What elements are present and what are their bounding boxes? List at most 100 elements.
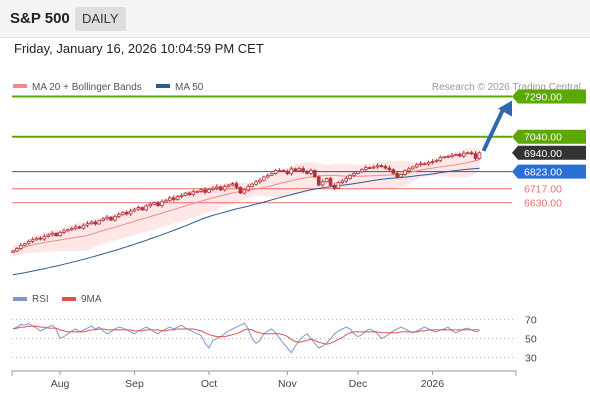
candle xyxy=(320,179,325,187)
candle xyxy=(293,167,298,172)
candle xyxy=(105,214,109,221)
candle xyxy=(148,202,153,208)
level-label-6717.00: 6717.00 xyxy=(524,184,562,196)
candle xyxy=(344,175,348,184)
candles xyxy=(11,150,482,254)
rsi-grid: 70 50 30 xyxy=(12,315,537,365)
candle xyxy=(446,154,450,159)
header-bar: S&P 500 DAILY xyxy=(0,0,590,38)
timestamp: Friday, January 16, 2026 10:04:59 PM CET xyxy=(14,41,264,56)
candle xyxy=(30,237,35,244)
candle xyxy=(411,165,415,170)
svg-text:6823.00: 6823.00 xyxy=(524,167,562,179)
forecast-arrow-head xyxy=(498,100,513,117)
candle xyxy=(375,163,380,169)
candle xyxy=(195,190,200,193)
ma20-legend-swatch xyxy=(13,84,27,88)
candle xyxy=(167,195,172,202)
candle xyxy=(117,212,121,219)
candle xyxy=(356,170,360,175)
candle xyxy=(273,168,278,175)
candle xyxy=(313,169,317,178)
candle xyxy=(70,226,74,232)
svg-text:6717.00: 6717.00 xyxy=(524,184,562,196)
rsi-ma-legend-swatch xyxy=(62,297,76,301)
candle xyxy=(391,168,396,175)
candle xyxy=(438,155,443,163)
candle xyxy=(450,152,454,159)
candle xyxy=(109,216,113,222)
candle xyxy=(430,159,435,165)
candle xyxy=(332,182,337,191)
candle xyxy=(199,188,203,193)
candle xyxy=(465,151,470,155)
candle xyxy=(328,176,333,187)
candle xyxy=(34,236,39,241)
candle xyxy=(140,206,145,211)
candle xyxy=(50,231,54,237)
candle xyxy=(179,193,184,199)
candle xyxy=(211,186,215,192)
candle xyxy=(336,181,341,190)
candle xyxy=(238,186,243,194)
candle xyxy=(19,243,23,251)
candle xyxy=(222,184,227,192)
candle xyxy=(371,165,376,170)
forecast-arrow-shaft xyxy=(481,106,506,152)
level-label-6940.00: 6940.00 xyxy=(512,145,586,160)
rsi-legend-label: RSI xyxy=(32,294,49,305)
candle xyxy=(191,189,196,197)
candle xyxy=(383,164,388,170)
ma50-legend-swatch xyxy=(156,84,170,88)
candle xyxy=(324,177,329,183)
candle xyxy=(262,175,266,182)
candle xyxy=(454,153,458,157)
copyright-text: Research © 2026 Trading Central xyxy=(432,82,581,93)
candle xyxy=(309,168,313,176)
candle xyxy=(477,151,482,160)
x-tick-label: Oct xyxy=(201,378,217,390)
svg-text:7040.00: 7040.00 xyxy=(524,132,562,144)
rsi-ma-line xyxy=(12,325,480,345)
candle xyxy=(171,195,176,202)
candle xyxy=(124,210,129,216)
rsi-ma-legend-label: 9MA xyxy=(81,294,102,305)
candle xyxy=(379,164,384,168)
candle xyxy=(403,169,407,176)
svg-text:6940.00: 6940.00 xyxy=(524,148,562,160)
candle xyxy=(113,214,117,222)
candle xyxy=(226,184,231,188)
rsi-lines xyxy=(12,322,480,354)
ma50-legend-label: MA 50 xyxy=(175,82,204,93)
x-tick-label: 2026 xyxy=(421,378,445,390)
moving-averages xyxy=(12,159,480,276)
rsi-tick-70: 70 xyxy=(525,315,537,327)
rsi-line xyxy=(12,322,480,354)
candle xyxy=(46,233,51,238)
candle xyxy=(442,155,446,159)
candle xyxy=(89,220,94,225)
period-daily-button[interactable]: DAILY xyxy=(75,7,126,31)
svg-text:7290.00: 7290.00 xyxy=(524,91,562,103)
svg-text:6630.00: 6630.00 xyxy=(524,198,562,210)
price-chart[interactable]: MA 20 + Bollinger Bands MA 50 Research ©… xyxy=(0,70,590,400)
candle xyxy=(434,159,439,163)
candle xyxy=(26,239,31,246)
candle xyxy=(340,179,345,185)
candle xyxy=(62,228,66,235)
candle xyxy=(183,192,188,197)
level-label-6630.00: 6630.00 xyxy=(524,198,562,210)
candle xyxy=(132,207,137,213)
candle xyxy=(38,236,43,241)
candle xyxy=(58,230,62,238)
candle xyxy=(422,162,427,166)
candle xyxy=(265,173,270,179)
price-legend: MA 20 + Bollinger Bands MA 50 xyxy=(13,82,204,93)
ma20-line xyxy=(12,159,480,252)
candle xyxy=(203,187,207,195)
candle xyxy=(277,168,282,173)
level-lines xyxy=(12,95,512,204)
candle xyxy=(414,162,419,169)
candle xyxy=(101,217,105,222)
ma50-line xyxy=(12,167,480,276)
